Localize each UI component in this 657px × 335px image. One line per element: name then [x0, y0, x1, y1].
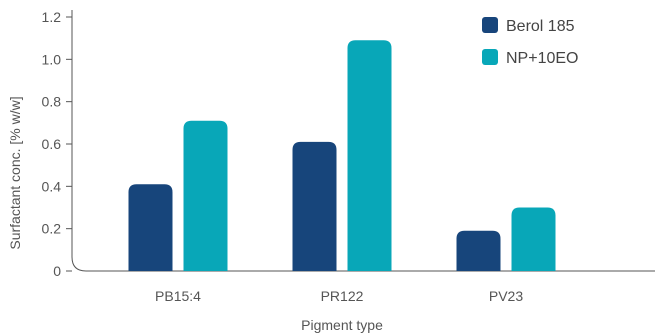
bar-np-10eo-pv23 [511, 207, 556, 271]
x-tick-label: PV23 [489, 288, 523, 304]
axis-line [71, 10, 655, 272]
bar-berol-185-pb15-4 [128, 184, 173, 271]
y-tick-label: 0.4 [42, 178, 62, 194]
legend: Berol 185 NP+10EO [482, 17, 578, 67]
x-tick-label: PR122 [321, 288, 364, 304]
bar-berol-185-pr122 [292, 141, 337, 271]
y-axis-title: Surfactant conc. [% w/w] [7, 96, 23, 249]
y-axis-ticks: 0 0.2 0.4 0.6 0.8 1.0 1.2 [42, 9, 72, 279]
y-tick-label: 0 [53, 263, 61, 279]
x-tick-label: PB15:4 [155, 288, 201, 304]
x-axis-ticks: PB15:4 PR122 PV23 [155, 288, 523, 304]
bars [128, 40, 556, 272]
legend-label: NP+10EO [506, 50, 578, 67]
bar-berol-185-pv23 [456, 230, 501, 271]
legend-label: Berol 185 [506, 18, 575, 35]
legend-swatch [482, 17, 498, 33]
bar-np-10eo-pr122 [347, 40, 392, 272]
y-tick-label: 0.6 [42, 136, 62, 152]
x-axis-title: Pigment type [301, 317, 383, 333]
bar-np-10eo-pb15-4 [183, 120, 228, 271]
y-tick-label: 0.8 [42, 94, 62, 110]
legend-swatch [482, 49, 498, 65]
y-tick-label: 0.2 [42, 221, 62, 237]
y-tick-label: 1.0 [42, 51, 62, 67]
y-tick-label: 1.2 [42, 9, 62, 25]
